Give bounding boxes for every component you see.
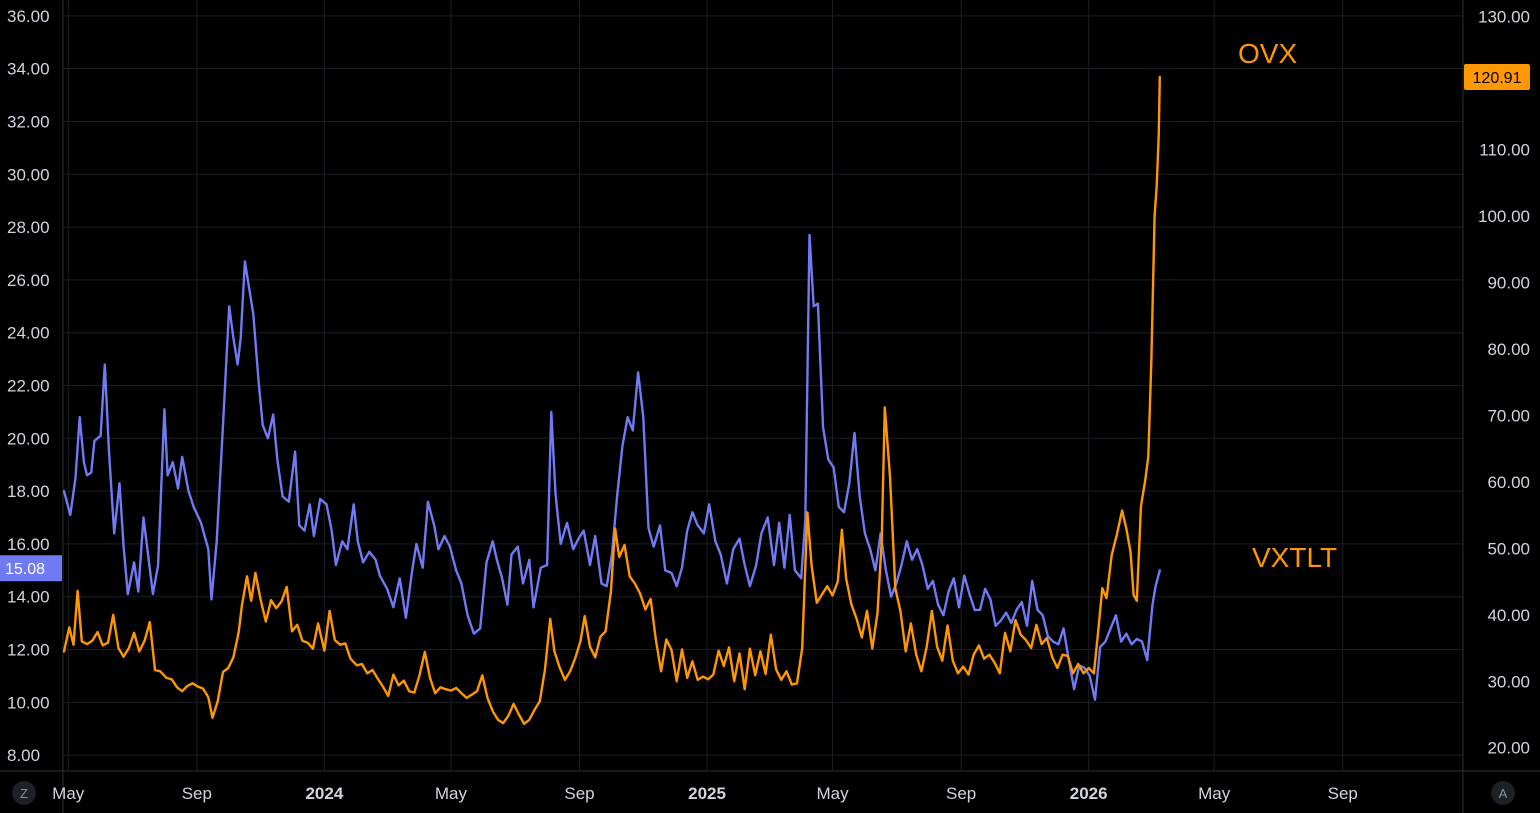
last-value-badge-vxtlt (0, 555, 62, 582)
right-tick-label: 70.00 (1487, 406, 1530, 425)
left-tick-label: 16.00 (7, 535, 50, 554)
x-tick-label: Sep (564, 784, 594, 803)
x-tick-label: May (52, 784, 85, 803)
left-tick-label: 18.00 (7, 482, 50, 501)
left-y-axis[interactable]: 36.00 34.00 32.00 30.00 28.00 26.00 24.00 22.00… (7, 7, 50, 765)
left-tick-label: 24.00 (7, 324, 50, 343)
left-tick-label: 28.00 (7, 218, 50, 237)
right-tick-label: 60.00 (1487, 473, 1530, 492)
right-tick-label: 100.00 (1478, 207, 1530, 226)
left-tick-label: 30.00 (7, 165, 50, 184)
left-tick-label: 22.00 (7, 377, 50, 396)
series-label-vxtlt: VXTLT (1252, 542, 1337, 573)
left-tick-label: 14.00 (7, 588, 50, 607)
left-tick-label: 10.00 (7, 693, 50, 712)
series-line-ovx (62, 75, 1161, 725)
last-value-badge-vxtlt-text: 15.08 (5, 561, 45, 578)
x-tick-label: Sep (946, 784, 976, 803)
left-tick-label: 26.00 (7, 271, 50, 290)
x-tick-label: 2025 (688, 784, 726, 803)
right-tick-label: 30.00 (1487, 672, 1530, 691)
auto-scale-button-label[interactable]: A (1499, 786, 1508, 801)
x-tick-label: Sep (182, 784, 212, 803)
right-tick-label: 80.00 (1487, 340, 1530, 359)
x-axis[interactable]: May Sep 2024 May Sep 2025 May Sep 2026 May Sep (52, 784, 1358, 803)
x-tick-label: 2026 (1070, 784, 1108, 803)
x-tick-label: May (816, 784, 849, 803)
last-value-badge-ovx-text: 120.91 (1473, 70, 1522, 87)
price-badges: 15.08 120.91 (0, 64, 1530, 582)
series-label-ovx: OVX (1238, 38, 1297, 69)
x-tick-label: 2024 (305, 784, 343, 803)
last-value-badge-ovx (1464, 64, 1530, 91)
right-tick-label: 20.00 (1487, 739, 1530, 758)
series-line-vxtlt (62, 233, 1161, 701)
left-tick-label: 36.00 (7, 7, 50, 26)
left-tick-label: 32.00 (7, 112, 50, 131)
right-tick-label: 110.00 (1479, 141, 1530, 160)
auto-scale-button[interactable] (1491, 781, 1515, 805)
left-tick-label: 12.00 (7, 641, 50, 660)
right-tick-label: 130.00 (1478, 8, 1530, 27)
left-tick-label: 8.00 (7, 746, 40, 765)
x-tick-label: May (1198, 784, 1231, 803)
grid-lines (63, 0, 1463, 771)
series-lines (62, 75, 1161, 725)
x-tick-label: May (435, 784, 468, 803)
series-labels: OVX VXTLT (1238, 38, 1337, 573)
right-tick-label: 90.00 (1487, 273, 1530, 292)
left-tick-label: 34.00 (7, 60, 50, 79)
left-tick-label: 20.00 (7, 429, 50, 448)
right-tick-label: 50.00 (1487, 539, 1530, 558)
x-tick-label: Sep (1328, 784, 1358, 803)
right-y-axis[interactable]: 130.00120.00110.00100.0090.0080.0070.006… (1478, 8, 1530, 758)
left-corner-button[interactable] (12, 781, 36, 805)
right-tick-label: 40.00 (1487, 606, 1530, 625)
left-corner-button-label[interactable]: Z (20, 786, 28, 801)
